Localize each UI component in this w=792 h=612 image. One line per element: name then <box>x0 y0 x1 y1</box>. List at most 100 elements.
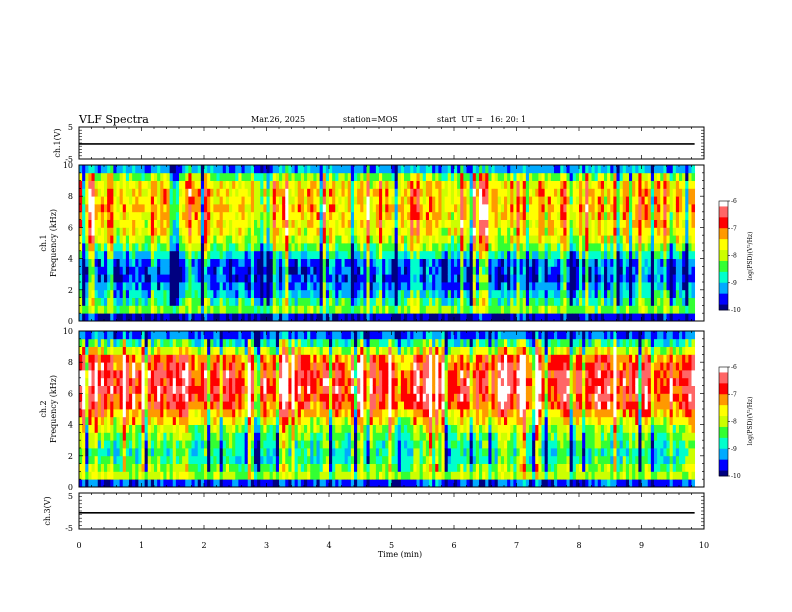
ch1-spectrogram-cell <box>350 196 355 205</box>
ch2-spectrogram-cell <box>113 479 117 488</box>
ch1-spectrogram-cell <box>485 211 489 220</box>
ch1-spectrogram-cell <box>297 313 302 322</box>
ch1-spectrogram-cell <box>635 313 639 322</box>
ch1-spectrogram-cell <box>204 274 208 283</box>
ch1-spectrogram-cell <box>254 196 258 205</box>
ch1-spectrogram-cell <box>444 258 449 267</box>
ch1-spectrogram-cell <box>566 282 571 291</box>
ch1-spectrogram-cell <box>629 297 633 306</box>
ch2-spectrogram-cell <box>166 362 171 371</box>
ch1-spectrogram-cell <box>682 305 686 314</box>
ch1-spectrogram-cell <box>588 211 592 220</box>
ch1-spectrogram-cell <box>479 165 483 174</box>
ch2-spectrogram-cell <box>97 424 102 433</box>
ch1-spectrogram-cell <box>288 227 292 236</box>
ch1-spectrogram-cell <box>454 235 458 244</box>
ch1-spectrogram-cell <box>150 250 155 259</box>
ch1-spectrogram-cell <box>557 297 561 306</box>
ch1-spectrogram-cell <box>488 188 492 197</box>
ch2-spectrogram-cell <box>144 409 149 418</box>
ch2-spectrogram-cell <box>147 416 152 425</box>
ch1-spectrogram-cell <box>600 297 605 306</box>
ch1-spectrogram-cell <box>322 243 327 252</box>
ch1-spectrogram-colorbar-swatch <box>719 293 728 296</box>
ch1-spectrogram-cell <box>500 289 505 298</box>
ch1-spectrogram-cell <box>166 211 171 220</box>
ch1-spectrogram-cell <box>672 250 677 259</box>
ch1-spectrogram-cell <box>519 258 524 267</box>
ch1-spectrogram-cell <box>100 204 105 213</box>
ch1-spectrogram-cell <box>244 282 249 291</box>
ch1-spectrogram-cell <box>625 266 630 275</box>
ch1-spectrogram-cell <box>322 266 327 275</box>
ch2-spectrogram-cell <box>160 440 164 449</box>
ch1-spectrogram-cell <box>379 180 383 189</box>
ch1-spectrogram-cell <box>316 165 321 174</box>
ch2-spectrogram-cell <box>166 479 171 488</box>
ch1-spectrogram-cell <box>657 180 661 189</box>
ch1-spectrogram-cell <box>275 274 280 283</box>
ch1-spectrogram-cell <box>300 243 305 252</box>
ch1-spectrogram-cell <box>160 274 164 283</box>
ch1-spectrogram-cell <box>329 211 333 220</box>
ch1-spectrogram-cell <box>588 196 592 205</box>
ch1-spectrogram-cell <box>425 172 430 181</box>
ch1-spectrogram-cell <box>482 196 486 205</box>
ch2-spectrogram-cell <box>79 377 83 386</box>
ch1-spectrogram-cell <box>669 196 674 205</box>
ch1-spectrogram-cell <box>654 219 658 228</box>
ch1-spectrogram-cell <box>616 274 621 283</box>
ch1-spectrogram-cell <box>488 235 492 244</box>
ch1-spectrogram-colorbar-swatch <box>719 299 728 302</box>
ch1-spectrogram-cell <box>191 258 196 267</box>
ch1-spectrogram-cell <box>669 258 674 267</box>
ch2-spectrogram-cell <box>157 401 161 410</box>
ch2-spectrogram-cell <box>85 377 89 386</box>
ch1-spectrogram-cell <box>560 235 564 244</box>
ch1-spectrogram-cell <box>610 204 614 213</box>
ch1-spectrogram-cell <box>535 180 539 189</box>
ch1-spectrogram-cell <box>535 165 539 174</box>
ch1-spectrogram-cell <box>669 235 674 244</box>
ch1-spectrogram-cell <box>535 235 539 244</box>
ch1-spectrogram-cell <box>629 219 633 228</box>
ch1-spectrogram-cell <box>600 274 605 283</box>
ch1-spectrogram-cell <box>272 243 277 252</box>
ch1-spectrogram-cell <box>282 305 286 314</box>
ch1-spectrogram-cell <box>335 180 339 189</box>
ch1-spectrogram-cell <box>182 211 186 220</box>
ch1-spectrogram-cell <box>447 165 452 174</box>
ch1-spectrogram-cell <box>329 188 333 197</box>
ch1-spectrogram-cell <box>204 180 208 189</box>
ch1-spectrogram-colorbar-swatch <box>719 271 728 275</box>
ch2-spectrogram-cell <box>182 377 186 386</box>
ch1-spectrogram-cell <box>679 258 683 267</box>
ch1-spectrogram-cell <box>597 211 602 220</box>
ch1-spectrogram-cell <box>219 274 224 283</box>
ch1-spectrogram-cell <box>488 219 492 228</box>
ch1-spectrogram-cell <box>444 204 449 213</box>
ch2-spectrogram-cell <box>138 479 142 488</box>
ch1-spectrogram-cell <box>344 235 349 244</box>
ch1-spectrogram-cell <box>600 196 605 205</box>
ch1-spectrogram-cell <box>688 196 692 205</box>
ch1-spectrogram-cell <box>579 274 583 283</box>
ch1-spectrogram-cell <box>535 172 539 181</box>
ch2-spectrogram-cell <box>166 385 171 394</box>
ch1-spectrogram-cell <box>304 266 308 275</box>
ch1-spectrogram-cell <box>154 196 158 205</box>
ch1-spectrogram-cell <box>682 204 686 213</box>
ch1-spectrogram-cell <box>235 219 239 228</box>
ch1-spectrogram-cell <box>513 289 517 298</box>
ch2-spectrogram-cell <box>91 479 96 488</box>
ch1-spectrogram-cell <box>513 196 517 205</box>
ch1-spectrogram-cell <box>563 180 567 189</box>
ch1-spectrogram-cell <box>607 297 611 306</box>
ch1-spectrogram-cell <box>150 188 155 197</box>
ch1-spectrogram-cell <box>219 172 224 181</box>
ch1-spectrogram-cell <box>247 188 252 197</box>
ch2-spectrogram-cell <box>125 448 130 457</box>
ch1-spectrogram-cell <box>232 180 236 189</box>
ch1-spectrogram-cell <box>544 250 549 259</box>
ch1-spectrogram-cell <box>491 274 496 283</box>
